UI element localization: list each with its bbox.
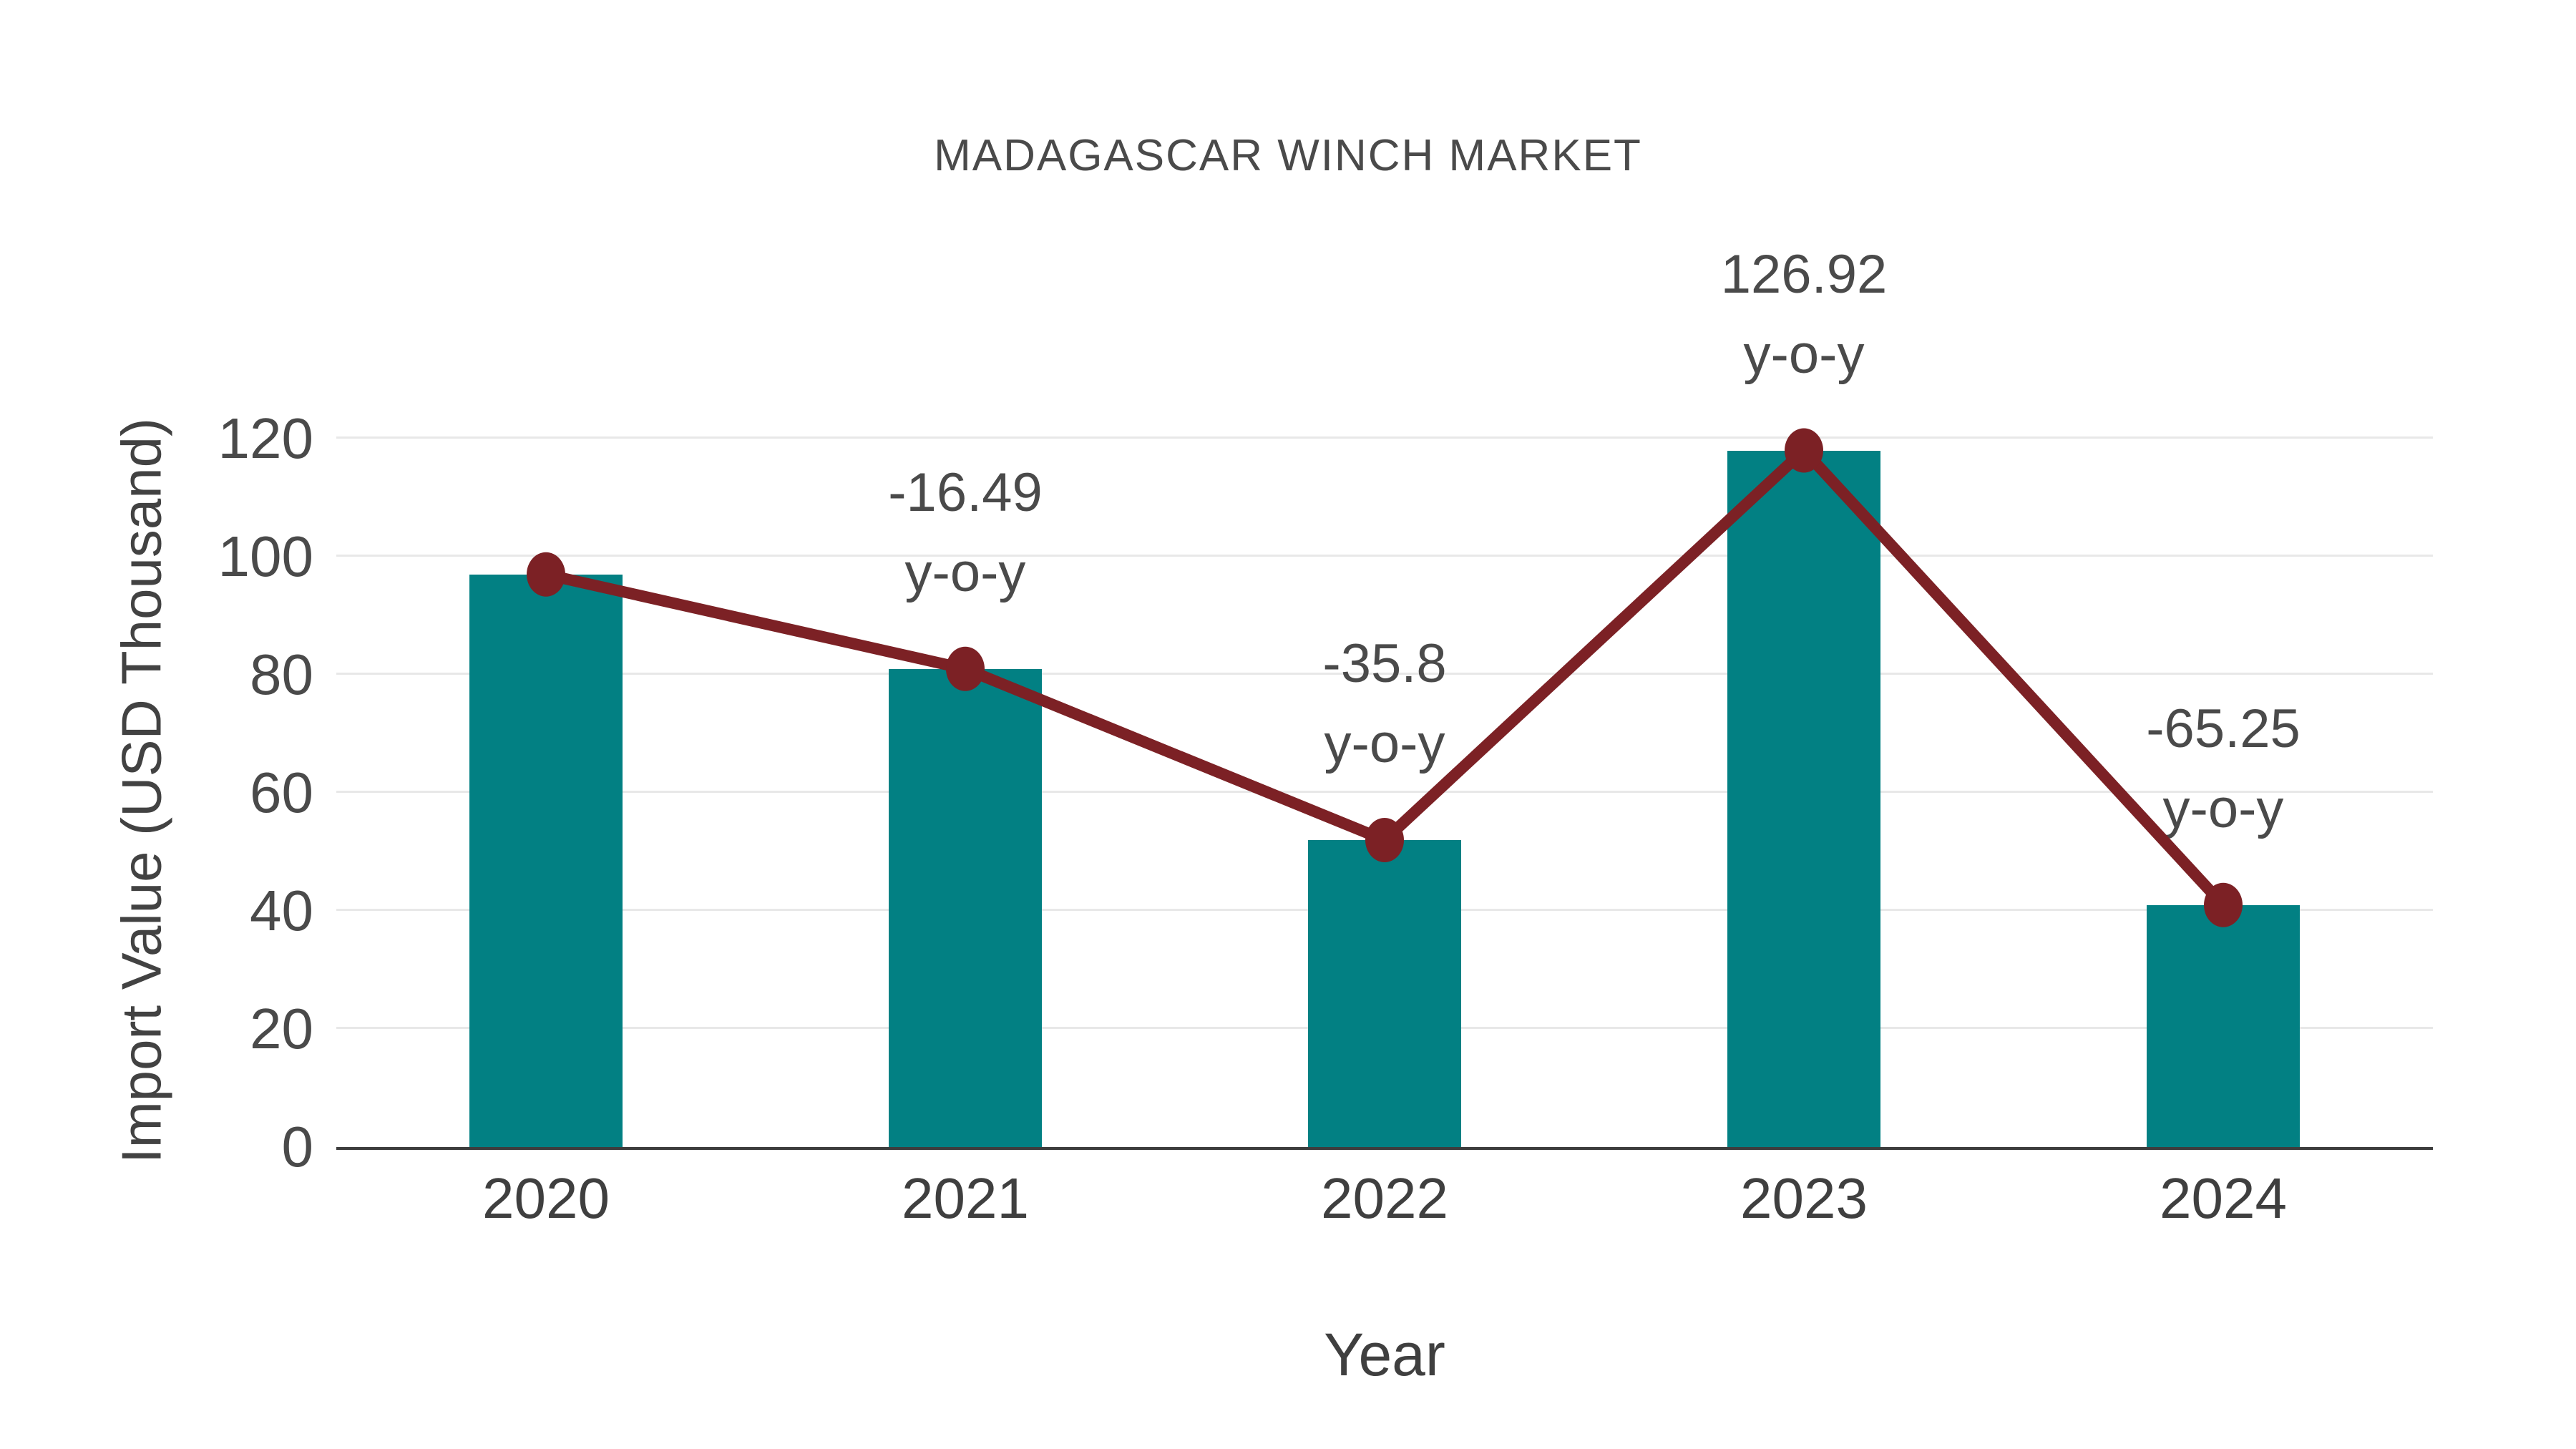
annotation-value: -16.49: [888, 462, 1043, 523]
x-tick-label: 2023: [1740, 1166, 1868, 1230]
x-tick-label: 2024: [2160, 1166, 2287, 1230]
yoy-annotation: -35.8 y-o-y: [1322, 624, 1446, 784]
grid-line: [336, 791, 2433, 793]
annotation-value: 126.92: [1720, 243, 1888, 305]
y-tick-label: 120: [218, 406, 313, 470]
trend-line-svg: [527, 428, 2243, 927]
chart-title: MADAGASCAR WINCH MARKET: [934, 131, 1642, 180]
annotation-label: y-o-y: [1324, 713, 1445, 774]
data-point-marker: [946, 646, 985, 691]
data-point-marker: [2204, 882, 2243, 927]
bar: [889, 668, 1042, 1147]
plot-area: 0 20 40 60 80 100 120 2020 2021 -16.49 y-o-y 2022 -3…: [218, 244, 2433, 1230]
yoy-annotation: -65.25 y-o-y: [2146, 689, 2301, 849]
yoy-annotation: -16.49 y-o-y: [888, 453, 1043, 613]
x-tick-label: 2022: [1321, 1166, 1448, 1230]
annotation-label: y-o-y: [1743, 323, 1865, 385]
data-point-marker: [1365, 818, 1404, 862]
x-axis-title: Year: [1324, 1321, 1445, 1388]
bar: [1727, 450, 1880, 1147]
data-point-marker: [527, 552, 565, 597]
bar: [469, 574, 623, 1147]
grid-line: [336, 436, 2433, 439]
y-axis-title: Import Value (USD Thousand): [109, 418, 173, 1163]
x-tick-label: 2021: [902, 1166, 1029, 1230]
bar: [2147, 904, 2300, 1147]
annotation-value: -35.8: [1322, 633, 1447, 694]
y-tick-label: 20: [250, 997, 313, 1060]
grid-line: [336, 555, 2433, 557]
annotation-value: -65.25: [2146, 698, 2301, 759]
data-point-marker: [1785, 428, 1823, 473]
grid-line: [336, 673, 2433, 675]
y-tick-label: 100: [218, 525, 313, 588]
y-tick-label: 60: [250, 761, 313, 824]
bar: [1308, 840, 1461, 1147]
annotation-label: y-o-y: [904, 542, 1026, 603]
y-tick-label: 40: [250, 879, 313, 942]
x-tick-label: 2020: [482, 1166, 610, 1230]
annotation-label: y-o-y: [2162, 778, 2284, 839]
y-tick-label: 80: [250, 643, 313, 706]
yoy-annotation: 126.92 y-o-y: [1721, 235, 1887, 395]
y-tick-label: 0: [281, 1115, 314, 1179]
